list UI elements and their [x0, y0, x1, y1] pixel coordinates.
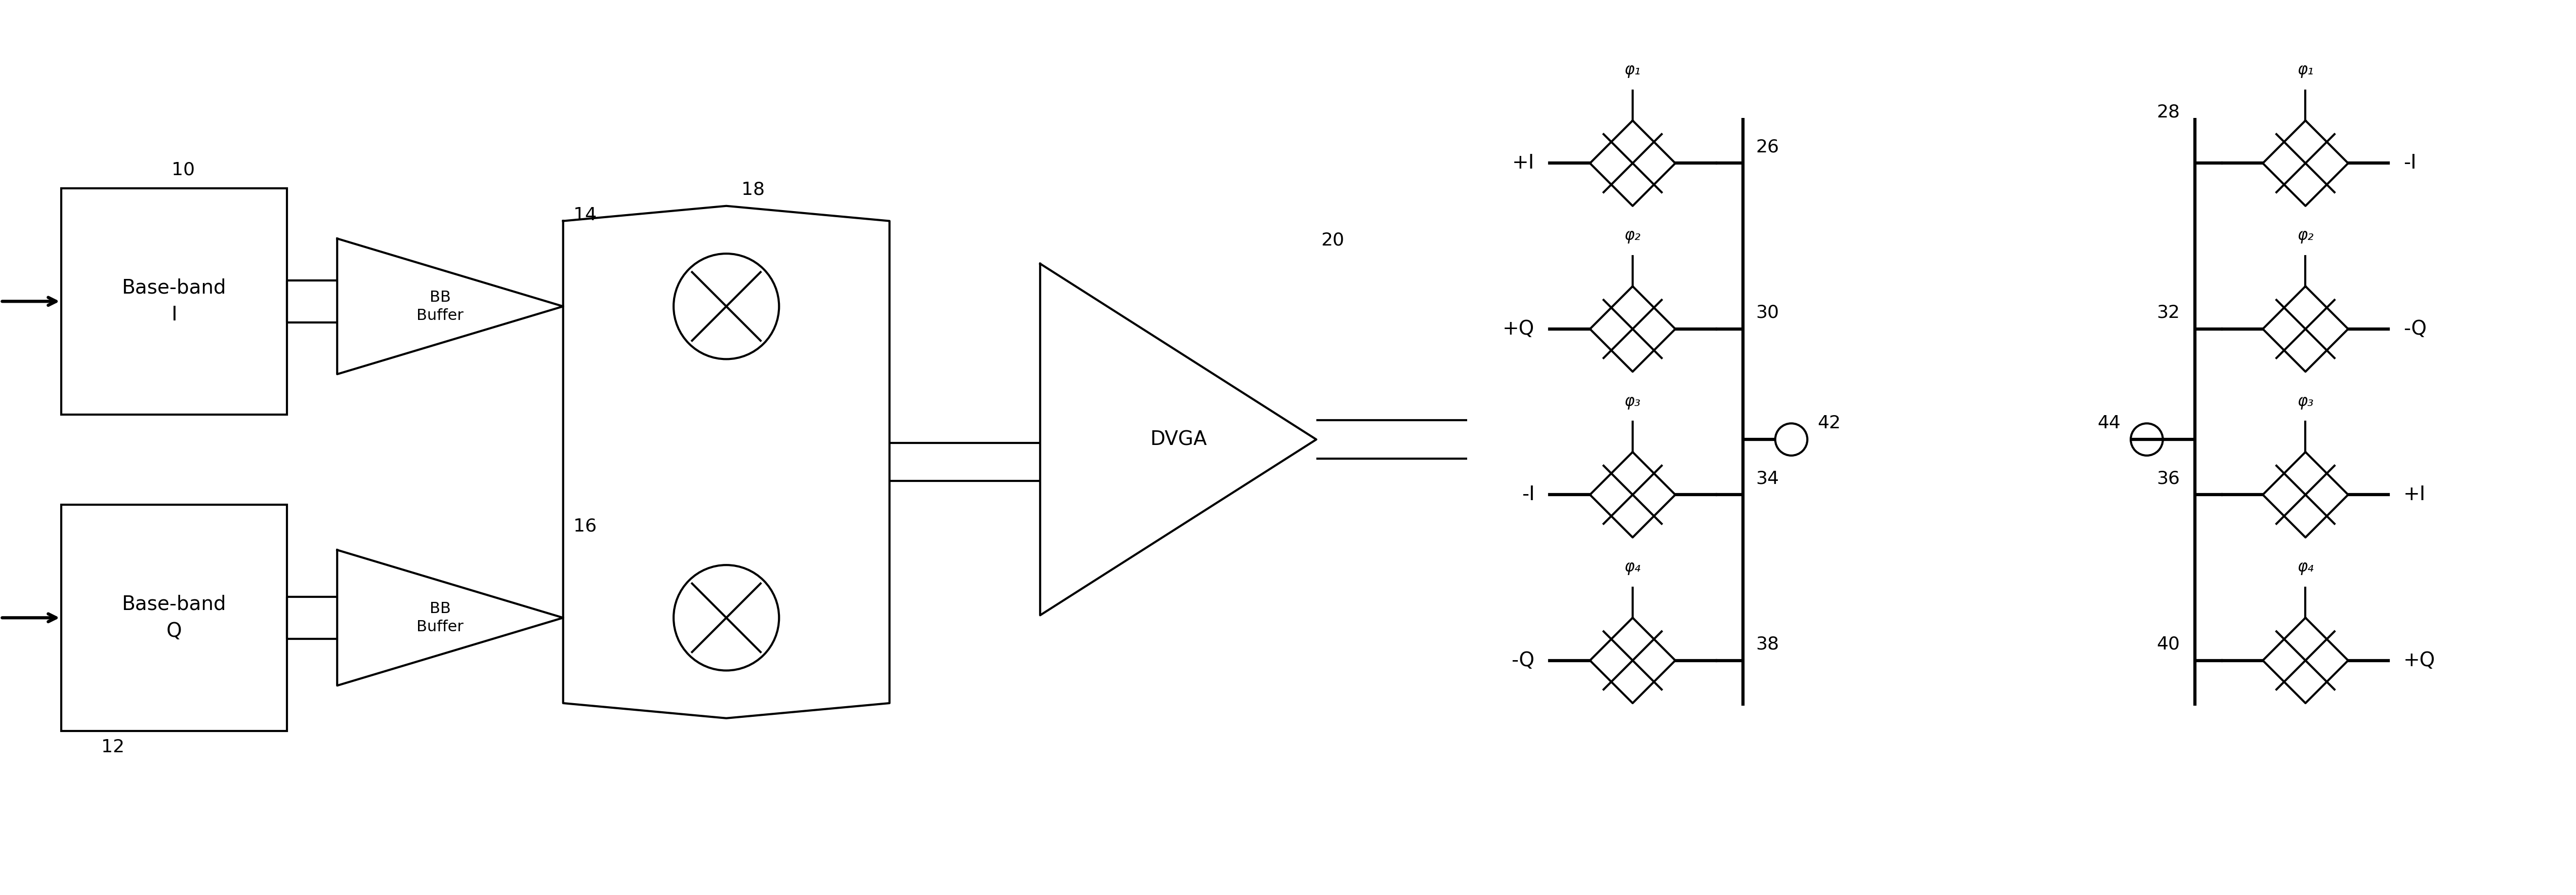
Text: φ₃: φ₃ [1625, 395, 1641, 409]
Text: 26: 26 [1757, 139, 1780, 156]
Text: Base-band
Q: Base-band Q [121, 595, 227, 641]
Text: φ₁: φ₁ [2298, 64, 2313, 78]
Text: BB
Buffer: BB Buffer [417, 601, 464, 635]
Text: 38: 38 [1757, 635, 1780, 653]
Text: 36: 36 [2156, 470, 2179, 487]
Text: -Q: -Q [1512, 651, 1535, 670]
Text: 14: 14 [574, 206, 598, 224]
Text: 10: 10 [173, 161, 196, 178]
Text: 18: 18 [742, 181, 765, 199]
Text: Base-band
I: Base-band I [121, 278, 227, 324]
Text: 16: 16 [574, 517, 598, 535]
Text: +I: +I [2403, 485, 2427, 504]
Text: +I: +I [1512, 154, 1535, 173]
Text: 40: 40 [2156, 635, 2179, 653]
Text: φ₃: φ₃ [2298, 395, 2313, 409]
Text: 44: 44 [2097, 414, 2120, 432]
Text: BB
Buffer: BB Buffer [417, 290, 464, 323]
Text: DVGA: DVGA [1149, 430, 1206, 449]
Text: +Q: +Q [1502, 320, 1535, 338]
Bar [62, 188, 286, 414]
Text: 12: 12 [100, 738, 124, 756]
Text: 20: 20 [1321, 232, 1345, 249]
Text: +Q: +Q [2403, 651, 2434, 670]
Text: φ₄: φ₄ [1625, 560, 1641, 575]
Text: φ₂: φ₂ [1625, 229, 1641, 243]
Text: 34: 34 [1757, 470, 1780, 487]
Text: 28: 28 [2156, 103, 2179, 121]
Text: -Q: -Q [2403, 320, 2427, 338]
Bar [62, 505, 286, 730]
Text: φ₂: φ₂ [2298, 229, 2313, 243]
Text: -I: -I [1522, 485, 1535, 504]
Text: φ₄: φ₄ [2298, 560, 2313, 575]
Text: φ₁: φ₁ [1625, 64, 1641, 78]
Text: -I: -I [2403, 154, 2416, 173]
Text: 42: 42 [1819, 414, 1842, 432]
Text: 32: 32 [2156, 304, 2179, 321]
Text: 30: 30 [1757, 304, 1780, 321]
